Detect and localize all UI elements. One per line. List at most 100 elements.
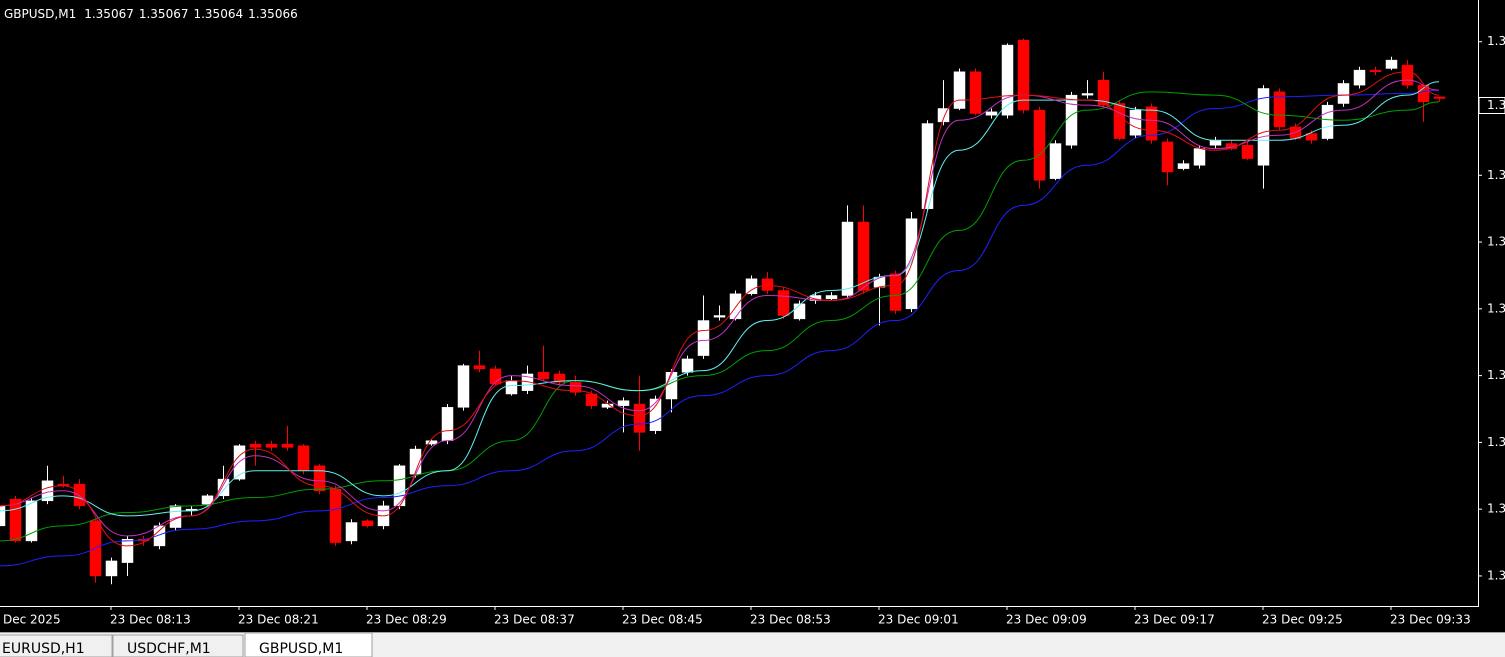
candle-body xyxy=(489,368,502,385)
x-tick-label: Dec 2025 xyxy=(3,613,61,627)
candle-body xyxy=(201,495,214,505)
candle-body xyxy=(1257,88,1270,166)
moving-average xyxy=(0,71,1440,547)
candle-body xyxy=(1401,64,1414,86)
x-tick-label: 23 Dec 09:09 xyxy=(1006,613,1087,627)
candle-body xyxy=(969,71,982,114)
x-tick-label: 23 Dec 08:13 xyxy=(110,613,191,627)
candle-body xyxy=(777,290,790,316)
candle-body xyxy=(1049,143,1062,179)
candle-body xyxy=(1369,69,1382,73)
candle-body xyxy=(729,293,742,320)
candle-body xyxy=(1337,83,1350,104)
plot-area xyxy=(0,38,1446,585)
x-tick-label: 23 Dec 09:17 xyxy=(1134,613,1215,627)
candle-body xyxy=(825,295,838,300)
candle-body xyxy=(425,440,438,445)
symbol: GBPUSD,M1 xyxy=(4,7,76,21)
y-tick-label: 1.3 xyxy=(1487,502,1505,516)
candle-body xyxy=(1305,133,1318,141)
candle-body xyxy=(1065,94,1078,146)
candle-body xyxy=(1321,104,1334,139)
candle-body xyxy=(441,407,454,441)
candle-body xyxy=(1385,59,1398,69)
candle-body xyxy=(1033,109,1046,181)
candle-body xyxy=(1017,39,1030,111)
candle-body xyxy=(361,520,374,527)
candle-body xyxy=(1353,69,1366,86)
tab[interactable]: USDCHF,M1 xyxy=(112,634,244,657)
tab[interactable]: EURUSD,H1 xyxy=(0,634,113,657)
candle-body xyxy=(0,505,6,527)
tab-background xyxy=(244,632,373,657)
candle-body xyxy=(1145,106,1158,141)
x-tick-label: 23 Dec 08:37 xyxy=(494,613,575,627)
candle-body xyxy=(1209,139,1222,146)
y-tick-label: 1.3 xyxy=(1487,235,1505,249)
candle-body xyxy=(665,372,678,400)
moving-average xyxy=(0,79,1440,537)
candle-body xyxy=(505,380,518,395)
x-tick-label: 23 Dec 08:29 xyxy=(366,613,447,627)
candle-body xyxy=(233,445,246,480)
y-tick-label: 1.3 xyxy=(1487,435,1505,449)
candle-body xyxy=(857,221,870,291)
candle-body xyxy=(1113,103,1126,139)
tab[interactable]: GBPUSD,M1 xyxy=(244,632,373,657)
candle-body xyxy=(345,522,358,542)
candle-body xyxy=(841,221,854,296)
candle-body xyxy=(617,400,630,406)
candle-body xyxy=(1161,141,1174,173)
y-tick-label: 1.3 xyxy=(1487,568,1505,582)
candle-body xyxy=(1193,148,1206,166)
candle-body xyxy=(937,108,950,123)
candle-body xyxy=(697,320,710,356)
candle-body xyxy=(313,465,326,492)
y-tick-label: 1.3 xyxy=(1487,168,1505,182)
candle-body xyxy=(633,403,646,433)
candle-body xyxy=(281,443,294,448)
high-price: 1.35067 xyxy=(139,7,189,21)
candle-body xyxy=(473,365,486,370)
candle-body xyxy=(249,443,262,448)
x-tick-label: 23 Dec 09:01 xyxy=(878,613,959,627)
chart-background xyxy=(0,0,1505,632)
candle-body xyxy=(265,443,278,448)
candle-body xyxy=(329,488,342,543)
x-tick-label: 23 Dec 09:25 xyxy=(1262,613,1343,627)
candle-body xyxy=(553,373,566,383)
candle-body xyxy=(681,358,694,373)
axes: 1.3 1.3 1.3 1.3 1.3 1.3 1.3 1.3 1.3 Dec 2025 23 De… xyxy=(3,34,1505,627)
candle-body xyxy=(1433,96,1446,99)
tab-label[interactable]: EURUSD,H1 xyxy=(2,641,85,657)
candle-body xyxy=(1241,144,1254,159)
candle-body xyxy=(1129,109,1142,136)
candle-body xyxy=(649,398,662,431)
tab-background xyxy=(112,634,244,657)
candle-body xyxy=(985,111,998,116)
candle-body xyxy=(1001,44,1014,116)
x-tick-label: 23 Dec 08:53 xyxy=(750,613,831,627)
low-price: 1.35064 xyxy=(193,7,243,21)
moving-average xyxy=(0,81,1440,517)
tabs: EURUSD,H1 USDCHF,M1 GBPUSD,M1 xyxy=(0,632,373,657)
tab-label[interactable]: GBPUSD,M1 xyxy=(259,641,343,657)
last-price-label: 1.3 xyxy=(1487,98,1505,112)
candle-body xyxy=(217,478,230,497)
open-price: 1.35067 xyxy=(84,7,134,21)
x-tick-label: 23 Dec 08:45 xyxy=(622,613,703,627)
candle-body xyxy=(121,538,134,563)
close-price: 1.35066 xyxy=(248,7,298,21)
tab-background xyxy=(0,634,113,657)
candle-body xyxy=(25,500,38,542)
candle-body xyxy=(1273,91,1286,128)
candle-body xyxy=(953,71,966,109)
candle-body xyxy=(9,498,22,542)
tab-label[interactable]: USDCHF,M1 xyxy=(127,641,211,657)
candle-body xyxy=(745,278,758,295)
candle-body xyxy=(457,365,470,408)
moving-average xyxy=(0,89,1440,567)
last-price-box xyxy=(1478,96,1505,114)
